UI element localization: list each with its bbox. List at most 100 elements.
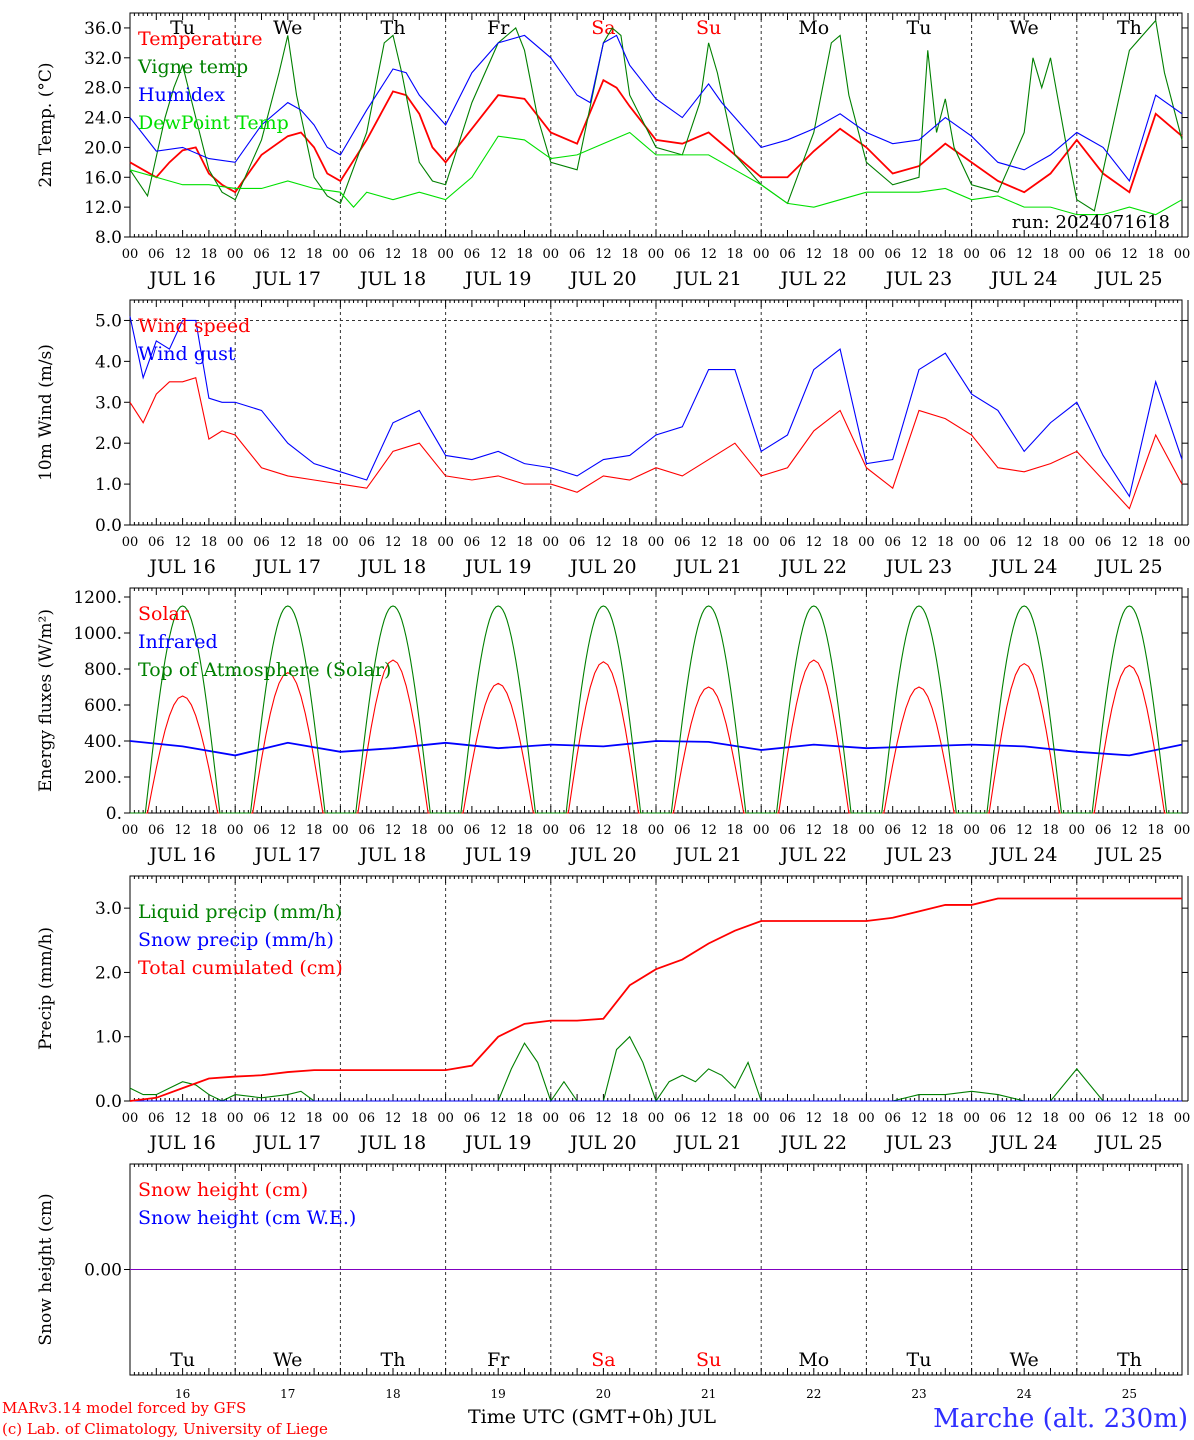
date-label: JUL 18 — [358, 268, 426, 290]
weekday-label: Sa — [591, 1349, 615, 1371]
hour-tick-label: 00 — [122, 823, 139, 838]
date-label: JUL 24 — [989, 268, 1057, 290]
hour-tick-label: 06 — [990, 823, 1007, 838]
date-label: JUL 16 — [147, 844, 215, 866]
hour-tick-label: 06 — [674, 823, 691, 838]
legend-entry: Solar — [138, 603, 190, 625]
weekday-label: Th — [381, 17, 406, 39]
hour-tick-label: 12 — [385, 823, 402, 838]
day-number-label: 25 — [1122, 1387, 1137, 1401]
hour-tick-label: 06 — [990, 247, 1007, 262]
hour-tick-label: 12 — [806, 535, 823, 550]
hour-tick-label: 12 — [700, 1111, 717, 1126]
hour-tick-label: 00 — [1069, 535, 1086, 550]
hour-tick-label: 12 — [1121, 1111, 1138, 1126]
weekday-label: Fr — [487, 17, 510, 39]
legend-entry: Infrared — [138, 631, 218, 653]
hour-tick-label: 12 — [1016, 823, 1033, 838]
date-label: JUL 17 — [253, 1132, 321, 1154]
hour-tick-label: 00 — [543, 535, 560, 550]
hour-tick-label: 06 — [990, 535, 1007, 550]
hour-tick-label: 18 — [937, 247, 954, 262]
hour-tick-label: 18 — [201, 823, 218, 838]
hour-tick-label: 06 — [464, 1111, 481, 1126]
hour-tick-label: 12 — [595, 247, 612, 262]
date-label: JUL 25 — [1094, 556, 1162, 578]
hour-tick-label: 18 — [937, 1111, 954, 1126]
date-label: JUL 21 — [673, 844, 741, 866]
hour-tick-label: 12 — [911, 535, 928, 550]
hour-tick-label: 18 — [306, 535, 323, 550]
y-tick-label: 28.0 — [84, 79, 122, 99]
date-label: JUL 18 — [358, 844, 426, 866]
hour-tick-label: 18 — [201, 535, 218, 550]
hour-tick-label: 12 — [700, 247, 717, 262]
hour-tick-label: 18 — [727, 823, 744, 838]
hour-tick-label: 00 — [648, 535, 665, 550]
date-label: JUL 16 — [147, 268, 215, 290]
date-label: JUL 19 — [463, 556, 531, 578]
hour-tick-label: 06 — [464, 823, 481, 838]
date-label: JUL 21 — [673, 1132, 741, 1154]
hour-tick-label: 00 — [1174, 1111, 1191, 1126]
hour-tick-label: 06 — [148, 1111, 165, 1126]
hour-tick-label: 06 — [148, 247, 165, 262]
legend-entry: Liquid precip (mm/h) — [138, 901, 342, 923]
date-label: JUL 24 — [989, 1132, 1057, 1154]
weekday-label: We — [273, 1349, 302, 1371]
hour-tick-label: 18 — [1147, 535, 1164, 550]
day-number-label: 24 — [1017, 1387, 1033, 1401]
hour-tick-label: 06 — [1095, 247, 1112, 262]
y-tick-label: 8.0 — [95, 228, 122, 248]
date-label: JUL 22 — [779, 844, 847, 866]
hour-tick-label: 06 — [148, 535, 165, 550]
hour-tick-label: 18 — [1042, 535, 1059, 550]
hour-tick-label: 12 — [490, 823, 507, 838]
hour-tick-label: 12 — [595, 1111, 612, 1126]
hour-tick-label: 18 — [411, 247, 428, 262]
hour-tick-label: 00 — [1174, 823, 1191, 838]
hour-tick-label: 12 — [595, 535, 612, 550]
weekday-label: We — [273, 17, 302, 39]
series-line-infrared — [129, 740, 1183, 757]
y-tick-label: 0.0 — [95, 1092, 122, 1112]
date-label: JUL 25 — [1094, 1132, 1162, 1154]
hour-tick-label: 00 — [648, 1111, 665, 1126]
day-number-label: 20 — [596, 1387, 611, 1401]
series-line-humidex — [129, 34, 1183, 183]
hour-tick-label: 12 — [490, 1111, 507, 1126]
hour-tick-label: 00 — [543, 1111, 560, 1126]
date-label: JUL 22 — [779, 268, 847, 290]
hour-tick-label: 18 — [516, 247, 533, 262]
hour-tick-label: 00 — [1069, 247, 1086, 262]
hour-tick-label: 06 — [884, 1111, 901, 1126]
hour-tick-label: 06 — [884, 247, 901, 262]
hour-tick-label: 00 — [122, 247, 139, 262]
y-tick-label: 1.0 — [95, 475, 122, 495]
hour-tick-label: 12 — [1016, 535, 1033, 550]
hour-tick-label: 00 — [963, 1111, 980, 1126]
hour-tick-label: 12 — [280, 1111, 297, 1126]
hour-tick-label: 18 — [727, 535, 744, 550]
hour-tick-label: 00 — [753, 247, 770, 262]
hour-tick-label: 06 — [779, 1111, 796, 1126]
hour-tick-label: 00 — [332, 823, 349, 838]
date-label: JUL 16 — [147, 1132, 215, 1154]
date-label: JUL 18 — [358, 1132, 426, 1154]
y-axis-title: 2m Temp. (°C) — [36, 62, 56, 187]
y-axis-title: Precip (mm/h) — [36, 927, 56, 1050]
y-tick-label: 24.0 — [84, 109, 122, 129]
hour-tick-label: 18 — [832, 247, 849, 262]
hour-tick-label: 00 — [963, 535, 980, 550]
hour-tick-label: 18 — [1147, 1111, 1164, 1126]
legend-entry: Top of Atmosphere (Solar) — [138, 659, 391, 681]
hour-tick-label: 18 — [727, 247, 744, 262]
date-label: JUL 19 — [463, 1132, 531, 1154]
hour-tick-label: 00 — [227, 823, 244, 838]
y-tick-label: 0. — [106, 804, 122, 824]
day-number-label: 16 — [175, 1387, 190, 1401]
hour-tick-label: 18 — [1042, 247, 1059, 262]
hour-tick-label: 12 — [1016, 1111, 1033, 1126]
hour-tick-label: 00 — [858, 535, 875, 550]
hour-tick-label: 18 — [411, 535, 428, 550]
